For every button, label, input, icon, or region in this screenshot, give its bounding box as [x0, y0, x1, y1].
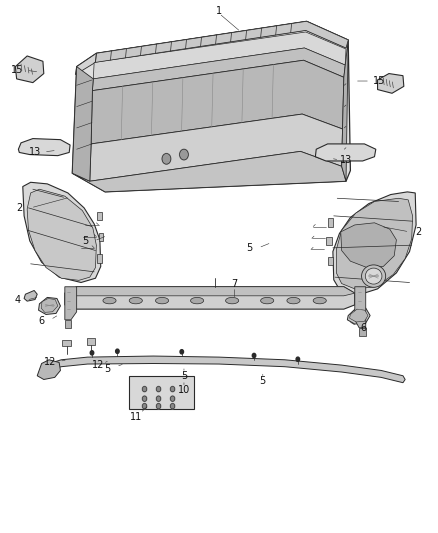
Circle shape — [90, 351, 94, 355]
Polygon shape — [359, 328, 366, 336]
Bar — [129, 376, 194, 409]
Polygon shape — [350, 309, 368, 322]
Ellipse shape — [361, 265, 386, 287]
Text: 5: 5 — [181, 371, 187, 381]
Ellipse shape — [313, 297, 326, 304]
Polygon shape — [95, 21, 348, 62]
Bar — [326, 237, 332, 245]
Polygon shape — [65, 287, 77, 320]
Polygon shape — [24, 290, 37, 301]
Text: 10: 10 — [178, 385, 190, 395]
Text: 5: 5 — [104, 364, 110, 374]
Text: 2: 2 — [17, 203, 23, 213]
Bar — [328, 257, 333, 265]
Circle shape — [170, 386, 175, 392]
Circle shape — [142, 403, 147, 409]
Text: 5: 5 — [82, 236, 88, 246]
Polygon shape — [90, 114, 343, 181]
Circle shape — [162, 154, 171, 164]
Polygon shape — [47, 356, 405, 383]
Polygon shape — [65, 287, 355, 296]
Circle shape — [142, 386, 147, 392]
Circle shape — [156, 403, 161, 409]
Ellipse shape — [226, 297, 239, 304]
Circle shape — [170, 396, 175, 401]
Polygon shape — [15, 56, 44, 83]
Polygon shape — [91, 60, 344, 144]
Ellipse shape — [261, 297, 274, 304]
Circle shape — [252, 353, 256, 358]
Text: 2: 2 — [415, 227, 421, 237]
Polygon shape — [93, 32, 346, 79]
Circle shape — [296, 357, 300, 361]
Text: 6: 6 — [39, 316, 45, 326]
Ellipse shape — [365, 268, 382, 284]
Text: 15: 15 — [373, 76, 385, 86]
Polygon shape — [378, 74, 404, 93]
Circle shape — [116, 349, 119, 353]
Text: 11: 11 — [130, 412, 142, 422]
Circle shape — [180, 149, 188, 160]
Circle shape — [170, 403, 175, 409]
Polygon shape — [336, 198, 413, 289]
Polygon shape — [341, 223, 396, 268]
Circle shape — [156, 386, 161, 392]
Text: 6: 6 — [360, 323, 367, 333]
Text: 13: 13 — [340, 155, 352, 165]
Polygon shape — [75, 21, 348, 75]
Polygon shape — [92, 48, 345, 91]
Ellipse shape — [287, 297, 300, 304]
Polygon shape — [41, 298, 58, 312]
Polygon shape — [27, 189, 96, 280]
Polygon shape — [18, 139, 70, 156]
Text: 5: 5 — [247, 243, 253, 253]
Text: 7: 7 — [231, 279, 237, 288]
Polygon shape — [23, 182, 101, 282]
Text: 12: 12 — [44, 358, 57, 367]
Polygon shape — [333, 192, 416, 296]
Polygon shape — [355, 287, 366, 328]
Ellipse shape — [191, 297, 204, 304]
Text: 1: 1 — [216, 6, 222, 15]
Text: 12: 12 — [92, 360, 105, 370]
Circle shape — [142, 396, 147, 401]
Polygon shape — [72, 21, 350, 192]
Bar — [62, 340, 71, 346]
Polygon shape — [72, 67, 93, 181]
Circle shape — [180, 350, 184, 354]
Bar — [97, 212, 102, 220]
Ellipse shape — [155, 297, 169, 304]
Circle shape — [156, 396, 161, 401]
Bar — [97, 254, 102, 263]
Polygon shape — [39, 297, 60, 314]
Bar — [87, 338, 95, 345]
Bar — [328, 218, 333, 227]
Polygon shape — [342, 40, 348, 181]
Text: 5: 5 — [260, 376, 266, 386]
Ellipse shape — [103, 297, 116, 304]
Ellipse shape — [129, 297, 142, 304]
Bar — [99, 233, 103, 241]
Polygon shape — [347, 308, 370, 324]
Text: 15: 15 — [11, 66, 24, 75]
Polygon shape — [37, 360, 60, 379]
Polygon shape — [72, 151, 346, 192]
Polygon shape — [65, 287, 355, 309]
Text: 13: 13 — [29, 147, 41, 157]
Polygon shape — [65, 320, 71, 328]
Polygon shape — [315, 144, 376, 161]
Text: 4: 4 — [14, 295, 21, 305]
